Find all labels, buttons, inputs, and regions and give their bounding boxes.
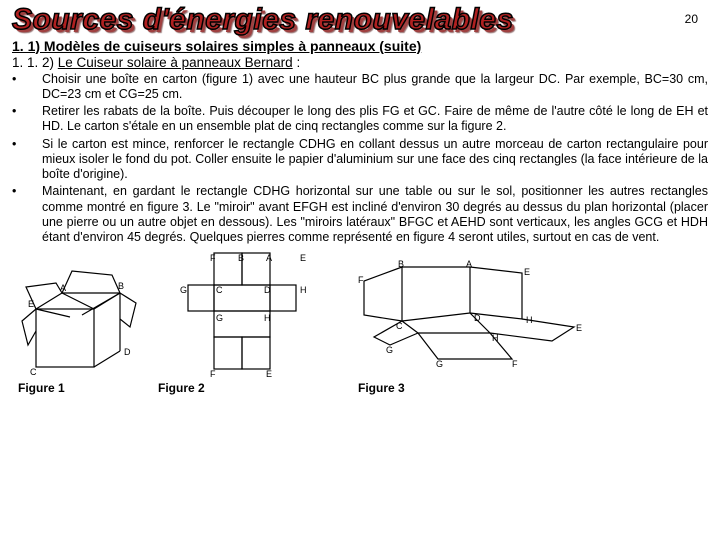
label: F: [210, 253, 216, 263]
page-number: 20: [685, 4, 708, 26]
figure-3: B A E F D H C H E G G F Figure 3: [352, 259, 592, 395]
list-item: Maintenant, en gardant le rectangle CDHG…: [42, 184, 708, 245]
label: C: [216, 285, 223, 295]
label: C: [396, 321, 403, 331]
heading-2-prefix: 1. 1. 2): [12, 55, 58, 70]
figure-2-caption: Figure 2: [152, 381, 342, 395]
label: B: [118, 281, 124, 291]
label: G: [386, 345, 393, 355]
figure-3-svg: B A E F D H C H E G G F: [352, 259, 592, 379]
label: D: [124, 347, 131, 357]
label: G: [180, 285, 187, 295]
label: D: [474, 313, 481, 323]
label: H: [264, 313, 271, 323]
list-item: Retirer les rabats de la boîte. Puis déc…: [42, 104, 708, 135]
label: D: [264, 285, 271, 295]
label: E: [524, 267, 530, 277]
label: B: [238, 253, 244, 263]
label: H: [526, 315, 533, 325]
figure-2-svg: F B A E G C D H G H F E: [152, 249, 342, 379]
label: B: [398, 259, 404, 269]
heading-2-underlined: Le Cuiseur solaire à panneaux Bernard: [58, 55, 293, 70]
label: H: [300, 285, 307, 295]
label: F: [358, 275, 364, 285]
label: G: [436, 359, 443, 369]
figure-1-svg: A B C D E: [12, 259, 142, 379]
figures-row: A B C D E Figure 1 F B A E: [12, 249, 708, 395]
list-item: Choisir une boîte en carton (figure 1) a…: [42, 72, 708, 103]
figure-1-caption: Figure 1: [12, 381, 142, 395]
wordart-title: Sources d'énergies renouvelables: [12, 4, 514, 36]
label: G: [216, 313, 223, 323]
label: H: [492, 333, 499, 343]
label: A: [60, 283, 66, 293]
label: F: [512, 359, 518, 369]
heading-1: 1. 1) Modèles de cuiseurs solaires simpl…: [12, 38, 708, 54]
list-item: Si le carton est mince, renforcer le rec…: [42, 137, 708, 183]
bullet-list: Choisir une boîte en carton (figure 1) a…: [12, 72, 708, 246]
heading-2: 1. 1. 2) Le Cuiseur solaire à panneaux B…: [12, 55, 708, 70]
figure-1: A B C D E Figure 1: [12, 259, 142, 395]
label: E: [576, 323, 582, 333]
heading-2-suffix: :: [293, 55, 301, 70]
label: E: [266, 369, 272, 379]
label: E: [28, 299, 34, 309]
label: A: [266, 253, 272, 263]
figure-2: F B A E G C D H G H F E Figure 2: [152, 249, 342, 395]
label: E: [300, 253, 306, 263]
label: C: [30, 367, 37, 377]
label: A: [466, 259, 472, 269]
figure-3-caption: Figure 3: [352, 381, 592, 395]
label: F: [210, 369, 216, 379]
